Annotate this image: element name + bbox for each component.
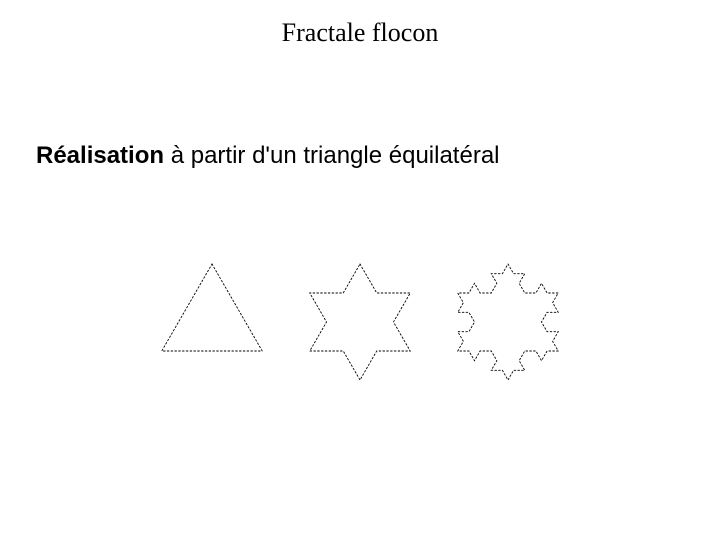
koch-iteration-2: [443, 250, 573, 380]
koch-iteration-0: [147, 250, 277, 380]
koch-svg-1: [295, 250, 425, 380]
koch-path-1: [310, 264, 410, 380]
subtitle-bold: Réalisation: [36, 142, 164, 169]
subtitle-line: Réalisation à partir d'un triangle équil…: [36, 142, 500, 170]
koch-svg-0: [147, 250, 277, 380]
koch-path-0: [162, 264, 262, 351]
subtitle-rest: à partir d'un triangle équilatéral: [164, 142, 499, 169]
koch-svg-2: [443, 250, 573, 380]
koch-path-2: [458, 264, 558, 380]
koch-iteration-1: [295, 250, 425, 380]
page-title: Fractale flocon: [0, 18, 720, 48]
figure-row: [0, 250, 720, 380]
